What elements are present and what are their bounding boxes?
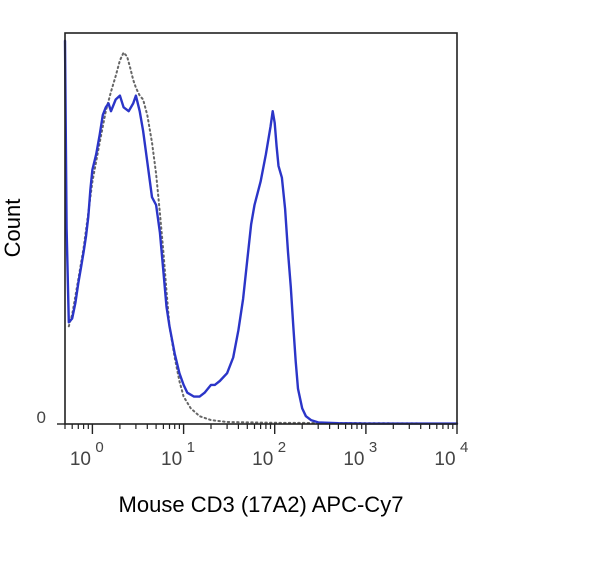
- series-line-1: [63, 39, 459, 425]
- x-tick-label: 10: [70, 449, 91, 470]
- x-tick-label: 10: [343, 449, 364, 470]
- x-tick-exponent: 4: [460, 439, 468, 456]
- y-tick-label: 0: [37, 408, 46, 427]
- x-tick-exponent: 2: [278, 439, 286, 456]
- tick-layer: [57, 423, 458, 434]
- x-tick-exponent: 3: [369, 439, 377, 456]
- y-axis-label: Count: [0, 199, 25, 258]
- series-layer: [63, 39, 459, 425]
- x-tick-exponent: 0: [95, 439, 103, 456]
- plot-frame: [64, 32, 458, 425]
- series-line-2: [67, 51, 458, 425]
- x-axis-label: Mouse CD3 (17A2) APC-Cy7: [119, 492, 404, 517]
- x-tick-label: 10: [434, 449, 455, 470]
- x-tick-exponent: 1: [187, 439, 195, 456]
- x-tick-label: 10: [161, 449, 182, 470]
- x-tick-label: 10: [252, 449, 273, 470]
